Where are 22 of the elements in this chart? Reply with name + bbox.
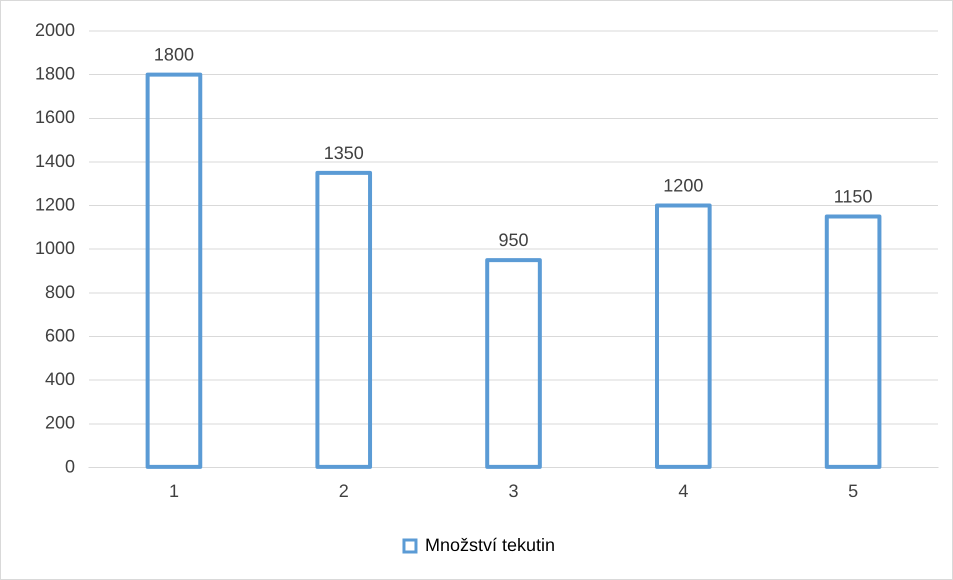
data-label: 950 bbox=[498, 230, 529, 250]
x-tick-label: 3 bbox=[508, 481, 519, 502]
data-label: 1150 bbox=[834, 186, 872, 206]
data-label: 1800 bbox=[154, 44, 194, 65]
y-tick-label: 1800 bbox=[34, 64, 76, 84]
x-tick-label: 1 bbox=[168, 481, 179, 502]
y-tick-label: 0 bbox=[65, 456, 76, 476]
legend-label: Množství tekutin bbox=[424, 534, 556, 555]
x-tick-label: 4 bbox=[678, 481, 688, 502]
y-tick-label: 800 bbox=[44, 282, 76, 302]
x-tick-label: 5 bbox=[848, 481, 858, 502]
y-tick-label: 1400 bbox=[34, 150, 76, 171]
y-tick-label: 1200 bbox=[34, 194, 76, 215]
data-label: 1350 bbox=[324, 142, 364, 163]
y-tick-label: 1000 bbox=[34, 238, 76, 258]
y-tick-label: 2000 bbox=[34, 20, 76, 40]
y-tick-label: 400 bbox=[44, 369, 76, 390]
y-tick-label: 200 bbox=[44, 412, 76, 433]
x-tick-label: 2 bbox=[338, 481, 349, 502]
y-tick-label: 600 bbox=[44, 325, 76, 346]
y-tick-label: 1600 bbox=[34, 107, 76, 128]
data-label: 1200 bbox=[663, 176, 704, 196]
